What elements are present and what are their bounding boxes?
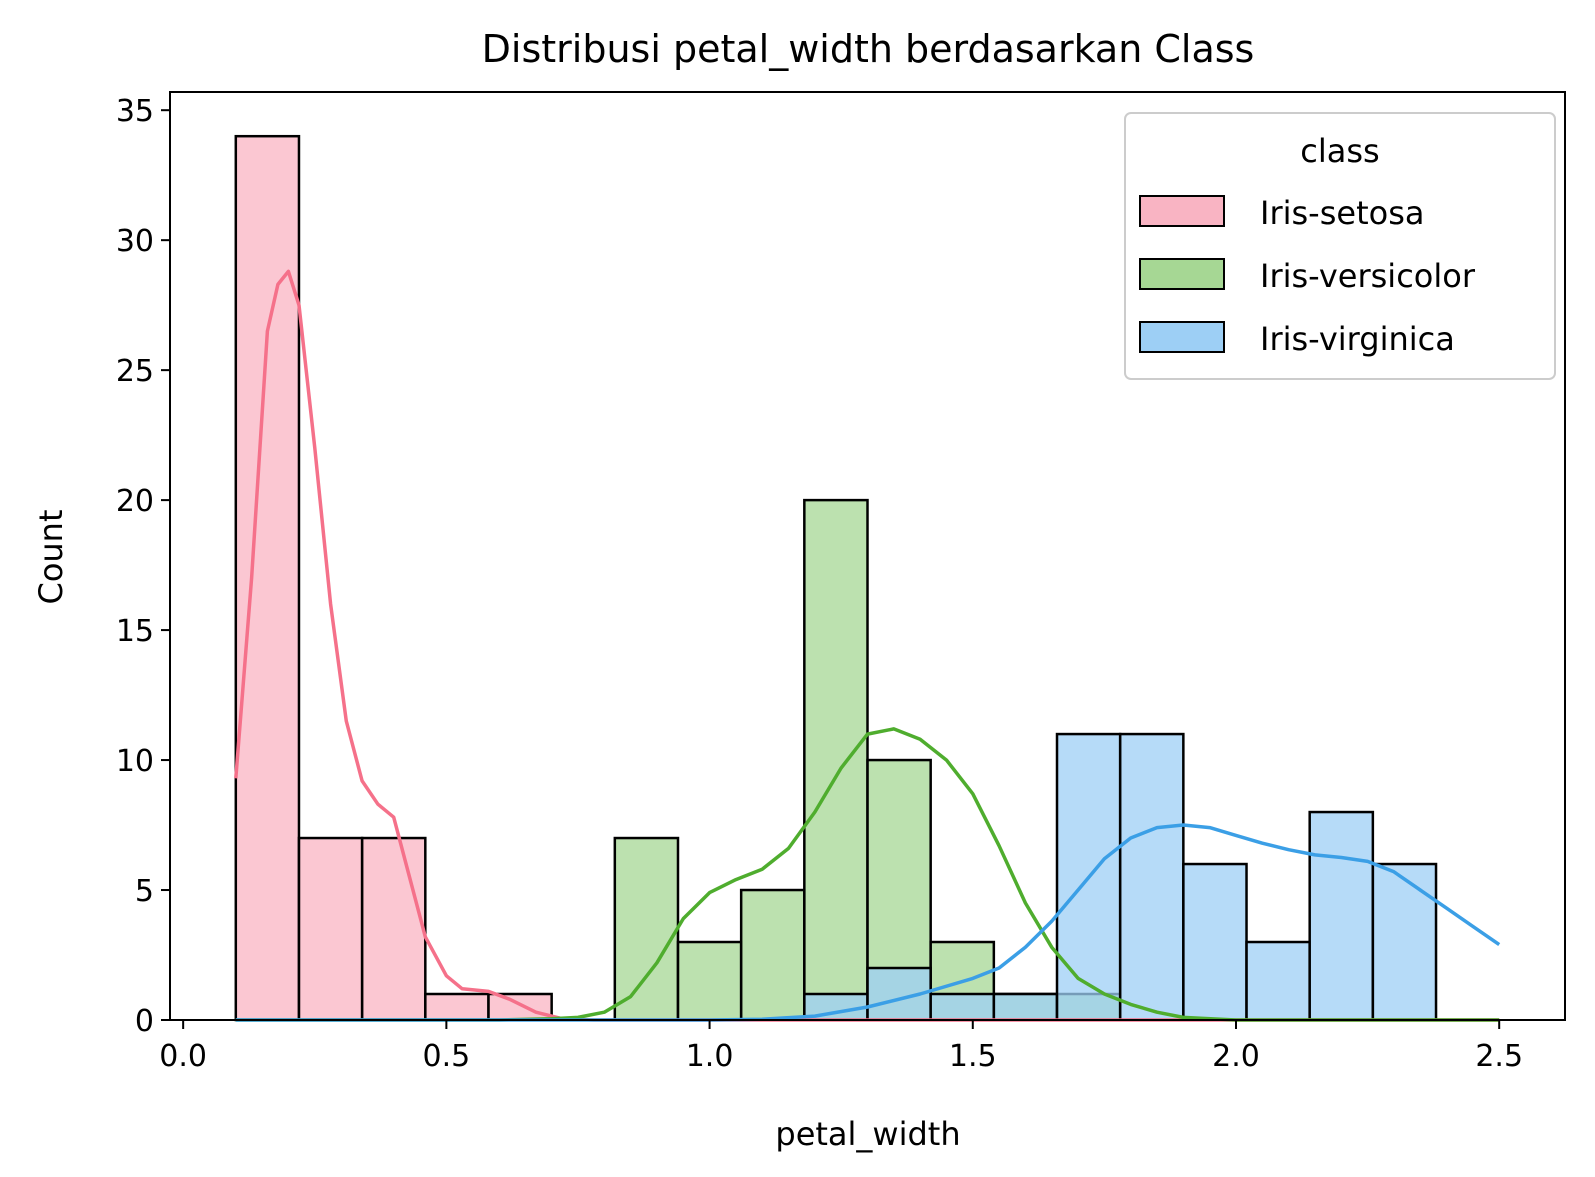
y-tick-label-2: 10 xyxy=(116,744,154,779)
bar-versicolor-bin-8 xyxy=(739,888,806,1022)
y-tick-label-5: 25 xyxy=(116,354,154,389)
legend-title: class xyxy=(1300,132,1379,170)
bar-versicolor-bin-6 xyxy=(613,836,680,1022)
legend: class Iris-setosa Iris-versicolor Iris-v… xyxy=(1124,112,1556,380)
x-axis-label: petal_width xyxy=(775,1115,960,1153)
kde-line-setosa xyxy=(234,269,1500,1022)
bar-versicolor-bin-7 xyxy=(676,940,743,1022)
bar-setosa-bin-1 xyxy=(297,836,364,1022)
y-tick-label-0: 0 xyxy=(135,1004,154,1039)
bar-setosa-bin-2 xyxy=(360,836,427,1022)
x-axis: 0.0 0.5 1.0 1.5 2.0 2.5 xyxy=(159,1020,1523,1074)
bar-setosa-bin-0 xyxy=(234,134,301,1022)
plot-frame xyxy=(169,91,1566,1021)
legend-swatch-virginica xyxy=(1139,321,1225,353)
x-tick-label-0: 0.0 xyxy=(159,1039,207,1074)
legend-label-virginica: Iris-virginica xyxy=(1260,320,1455,358)
bar-virginica-bin-11 xyxy=(929,992,996,1022)
bar-virginica-bin-16 xyxy=(1245,940,1311,1022)
kde-line-versicolor xyxy=(235,727,1500,1022)
y-tick-label-1: 5 xyxy=(135,874,154,909)
y-tick-label-7: 35 xyxy=(116,94,154,129)
kde-line-virginica xyxy=(235,823,1501,1022)
chart-title: Distribusi petal_width berdasarkan Class xyxy=(482,27,1255,71)
bar-setosa-bin-4 xyxy=(487,992,553,1022)
x-tick-label-2: 1.0 xyxy=(686,1039,734,1074)
legend-swatch-setosa xyxy=(1139,195,1225,227)
bar-versicolor-bin-9 xyxy=(803,498,869,1022)
legend-label-setosa: Iris-setosa xyxy=(1260,194,1424,232)
x-tick-label-4: 2.0 xyxy=(1212,1039,1260,1074)
y-tick-label-6: 30 xyxy=(116,224,154,259)
y-axis: 0 5 10 15 20 25 30 35 xyxy=(116,94,170,1039)
bar-setosa-bin-3 xyxy=(424,992,490,1022)
x-tick-label-3: 1.5 xyxy=(949,1039,997,1074)
bar-virginica-bin-15 xyxy=(1182,862,1248,1022)
legend-frame xyxy=(1124,112,1556,380)
y-tick-label-4: 20 xyxy=(116,484,154,519)
y-axis-label: Count xyxy=(32,509,70,604)
bar-virginica-bin-17 xyxy=(1308,810,1375,1022)
legend-swatch-versicolor xyxy=(1139,258,1225,290)
x-tick-label-1: 0.5 xyxy=(423,1039,471,1074)
y-tick-label-3: 15 xyxy=(116,614,154,649)
bar-virginica-bin-12 xyxy=(992,992,1059,1022)
bar-virginica-bin-14 xyxy=(1118,732,1185,1022)
bar-virginica-bin-18 xyxy=(1371,862,1438,1022)
legend-label-versicolor: Iris-versicolor xyxy=(1260,257,1476,295)
x-tick-label-5: 2.5 xyxy=(1475,1039,1523,1074)
